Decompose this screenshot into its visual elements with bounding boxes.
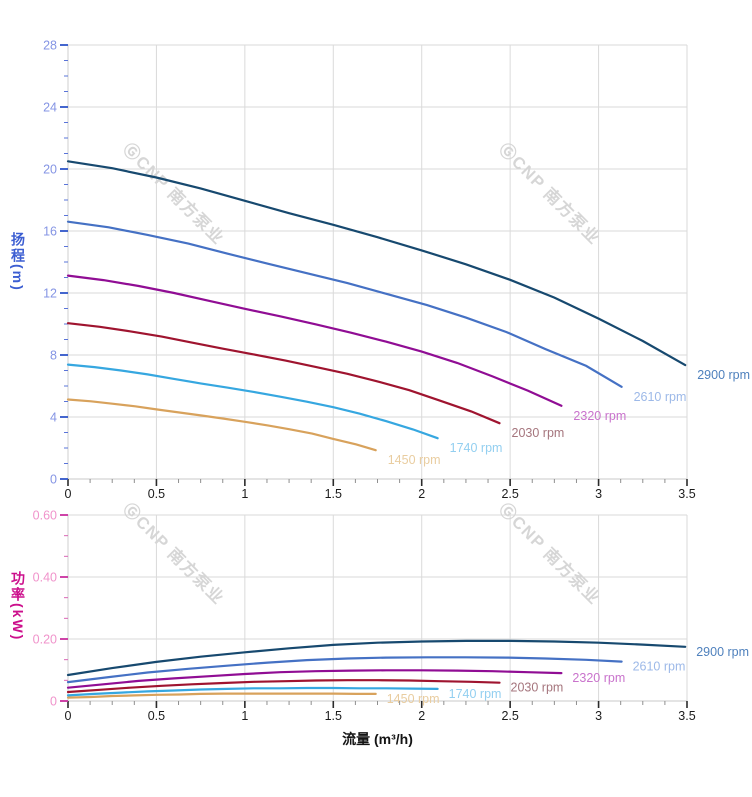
curve-1740-rpm [66,686,439,697]
series-label-1450-rpm: 1450 rpm [387,692,440,706]
x-tick-label: 2 [418,709,425,723]
y-tick-label: 28 [43,39,57,53]
curve-1450-rpm [66,692,377,699]
x-tick-label: 0.5 [148,709,165,723]
x-tick-label: 0 [65,487,72,501]
series-label-2030-rpm: 2030 rpm [511,681,564,695]
curve-2610-rpm [66,656,623,684]
series-label-1740-rpm: 1740 rpm [450,441,503,455]
power-axis-title: 功率(kW) [10,571,26,642]
series-label-2610-rpm: 2610 rpm [633,660,686,674]
y-tick-label: 0.20 [33,633,57,647]
curve-2900-rpm [66,639,687,677]
y-tick-label: 8 [50,349,57,363]
x-tick-label: 1.5 [325,487,342,501]
y-tick-label: 0 [50,473,57,487]
x-tick-label: 2.5 [501,709,518,723]
series-label-1740-rpm: 1740 rpm [449,687,502,701]
y-tick-label: 4 [50,411,57,425]
curve-1450-rpm [66,398,377,452]
x-tick-label: 1 [241,487,248,501]
y-tick-label: 20 [43,163,57,177]
flow-axis-title: 流量 (m³/h) [342,731,413,747]
x-tick-label: 3.5 [678,487,695,501]
head-chart-grid [67,44,688,480]
cnp-watermark: ⒼCNP 南方泵业 [495,139,605,249]
x-tick-label: 1 [241,709,248,723]
x-tick-label: 3 [595,487,602,501]
curve-2030-rpm [66,322,501,425]
head-chart: 0 0.5 1 1.5 2 2.5 3 3.5 0 4 8 12 16 20 24 28 2900 rpm 261… [43,39,750,502]
x-tick-label: 0 [65,709,72,723]
power-chart-grid [67,514,688,702]
x-tick-label: 0.5 [148,487,165,501]
series-label-1450-rpm: 1450 rpm [388,453,441,467]
x-tick-label: 1.5 [325,709,342,723]
y-tick-label: 0.40 [33,571,57,585]
series-label-2320-rpm: 2320 rpm [573,409,626,423]
series-label-2900-rpm: 2900 rpm [696,645,749,659]
y-tick-label: 0.60 [33,509,57,523]
y-tick-label: 0 [50,695,57,709]
power-chart: 0 0.5 1 1.5 2 2.5 3 3.5 0 0.20 0.40 0.60 2900 rpm 261… [33,509,749,724]
series-label-2900-rpm: 2900 rpm [697,368,750,382]
y-tick-label: 24 [43,101,57,115]
series-label-2610-rpm: 2610 rpm [634,390,687,404]
curve-2320-rpm [66,669,563,689]
curve-2030-rpm [66,679,501,694]
x-tick-label: 3 [595,709,602,723]
series-label-2030-rpm: 2030 rpm [512,426,565,440]
x-tick-label: 2 [418,487,425,501]
series-label-2320-rpm: 2320 rpm [572,671,625,685]
y-tick-label: 16 [43,225,57,239]
curve-2320-rpm [66,274,563,407]
y-tick-label: 12 [43,287,57,301]
x-tick-label: 3.5 [678,709,695,723]
head-axis-title: 扬程(m) [10,232,26,292]
curve-2610-rpm [66,220,623,388]
curve-1740-rpm [66,363,439,440]
x-tick-label: 2.5 [501,487,518,501]
curve-2900-rpm [66,160,687,367]
